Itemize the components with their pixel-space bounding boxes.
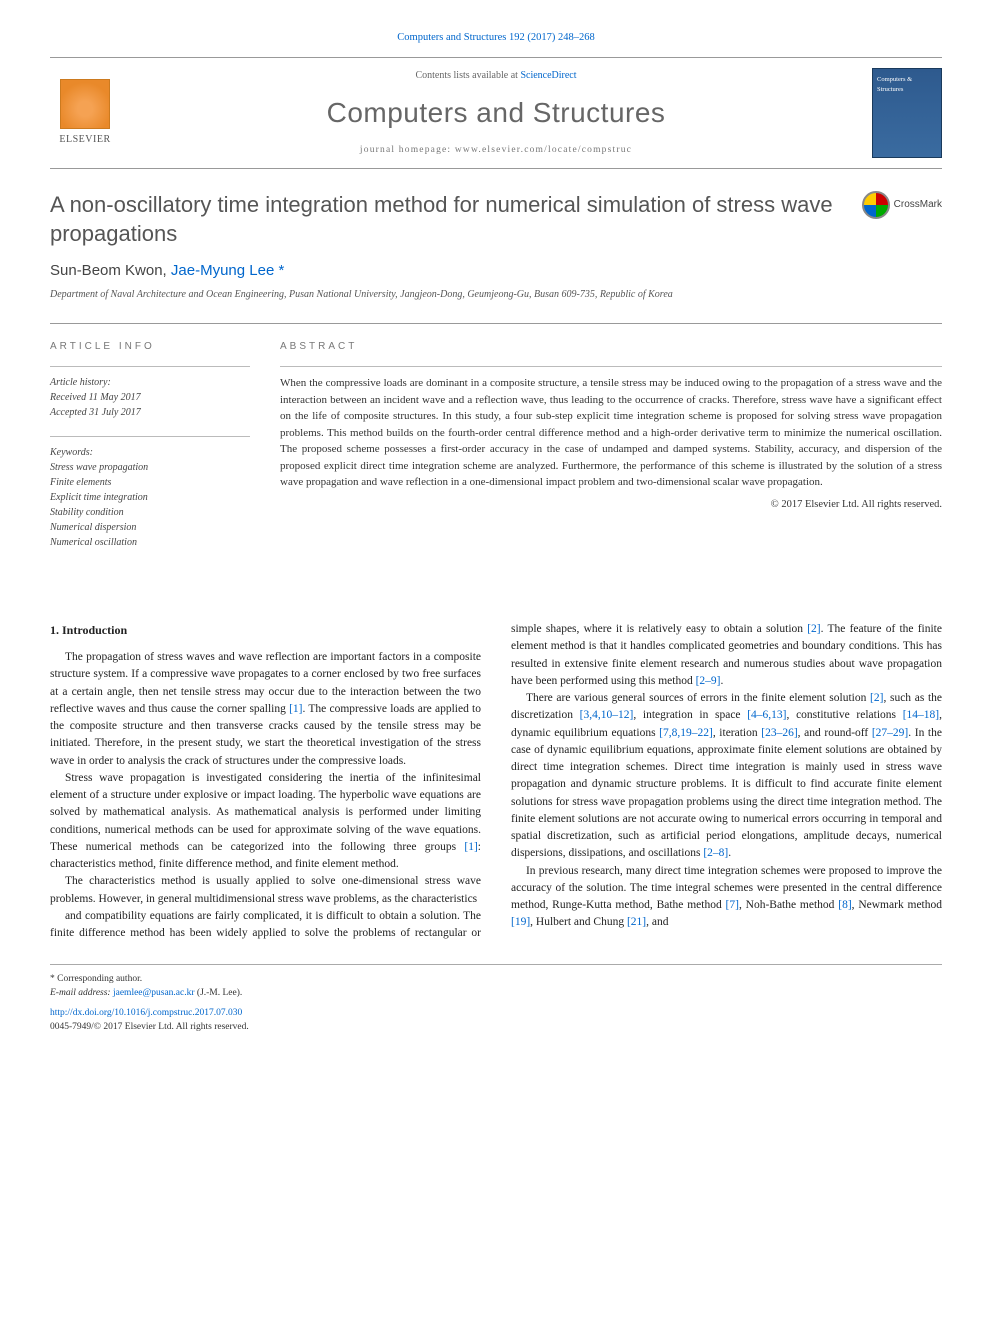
body-text: . (721, 675, 724, 687)
issn-copyright: 0045-7949/© 2017 Elsevier Ltd. All right… (50, 1021, 942, 1035)
email-line: E-mail address: jaemlee@pusan.ac.kr (J.-… (50, 987, 942, 1001)
journal-masthead: ELSEVIER Contents lists available at Sci… (50, 57, 942, 169)
body-text: , constitutive relations (787, 709, 903, 721)
body-paragraph: In previous research, many direct time i… (511, 863, 942, 932)
ref-link[interactable]: [1] (289, 703, 302, 715)
body-text: The characteristics method is usually ap… (50, 875, 481, 904)
ref-link[interactable]: [2–8] (703, 847, 728, 859)
ref-link[interactable]: [2–9] (696, 675, 721, 687)
body-paragraph: The propagation of stress waves and wave… (50, 649, 481, 770)
keyword-item: Stress wave propagation (50, 460, 250, 475)
ref-link[interactable]: [21] (627, 916, 646, 928)
corresponding-author-note: * Corresponding author. (50, 973, 942, 987)
received-date: Received 11 May 2017 (50, 390, 250, 405)
page-footer: * Corresponding author. E-mail address: … (50, 964, 942, 1034)
email-name: (J.-M. Lee). (197, 988, 242, 998)
article-title: A non-oscillatory time integration metho… (50, 191, 862, 248)
title-row: A non-oscillatory time integration metho… (50, 191, 942, 248)
keyword-item: Numerical oscillation (50, 535, 250, 550)
body-columns: 1. Introduction The propagation of stres… (50, 621, 942, 942)
journal-cover-thumb: Computers & Structures (872, 68, 942, 158)
doi-line: http://dx.doi.org/10.1016/j.compstruc.20… (50, 1007, 942, 1021)
body-text: . (728, 847, 731, 859)
history-label: Article history: (50, 375, 250, 390)
homepage-url: www.elsevier.com/locate/compstruc (455, 145, 632, 155)
ref-link[interactable]: [2] (807, 623, 820, 635)
article-history-block: Article history: Received 11 May 2017 Ac… (50, 366, 250, 420)
ref-link[interactable]: [7] (726, 899, 739, 911)
abstract-column: abstract When the compressive loads are … (280, 340, 942, 567)
ref-link[interactable]: [3,4,10–12] (580, 709, 634, 721)
cover-label: Computers & Structures (877, 76, 912, 92)
affiliation: Department of Naval Architecture and Oce… (50, 288, 942, 303)
journal-homepage-line: journal homepage: www.elsevier.com/locat… (120, 144, 872, 158)
contents-available-line: Contents lists available at ScienceDirec… (120, 69, 872, 84)
citation-line: Computers and Structures 192 (2017) 248–… (50, 30, 942, 45)
keyword-item: Explicit time integration (50, 490, 250, 505)
body-text: Stress wave propagation is investigated … (50, 772, 481, 853)
ref-link[interactable]: [19] (511, 916, 530, 928)
body-text: , and (646, 916, 668, 928)
sciencedirect-link[interactable]: ScienceDirect (520, 70, 576, 81)
article-info-heading: article info (50, 340, 250, 355)
body-paragraph: There are various general sources of err… (511, 690, 942, 863)
crossmark-label: CrossMark (894, 198, 942, 213)
keywords-label: Keywords: (50, 445, 250, 460)
contents-label: Contents lists available at (415, 70, 517, 81)
masthead-center: Contents lists available at ScienceDirec… (120, 69, 872, 158)
publisher-name: ELSEVIER (59, 133, 110, 148)
elsevier-tree-icon (60, 79, 110, 129)
author-1: Sun-Beom Kwon, (50, 262, 171, 279)
author-line: Sun-Beom Kwon, Jae-Myung Lee * (50, 260, 942, 282)
section-1-heading: 1. Introduction (50, 621, 481, 639)
keyword-item: Numerical dispersion (50, 520, 250, 535)
accepted-date: Accepted 31 July 2017 (50, 405, 250, 420)
homepage-label: journal homepage: (360, 145, 451, 155)
abstract-copyright: © 2017 Elsevier Ltd. All rights reserved… (280, 497, 942, 512)
crossmark-icon (862, 191, 890, 219)
body-text: , integration in space (633, 709, 747, 721)
body-text: , Newmark method (852, 899, 942, 911)
body-text: There are various general sources of err… (526, 692, 870, 704)
keyword-item: Finite elements (50, 475, 250, 490)
body-text: , and round-off (798, 727, 872, 739)
body-paragraph: The characteristics method is usually ap… (50, 873, 481, 908)
body-text: , Hulbert and Chung (530, 916, 627, 928)
ref-link[interactable]: [27–29] (872, 727, 908, 739)
ref-link[interactable]: [14–18] (903, 709, 939, 721)
article-info-column: article info Article history: Received 1… (50, 340, 250, 567)
abstract-text: When the compressive loads are dominant … (280, 366, 942, 491)
journal-name: Computers and Structures (120, 93, 872, 134)
ref-link[interactable]: [4–6,13] (747, 709, 786, 721)
email-link[interactable]: jaemlee@pusan.ac.kr (113, 988, 195, 998)
body-text: , Noh-Bathe method (739, 899, 838, 911)
ref-link[interactable]: [8] (838, 899, 851, 911)
publisher-logo-block: ELSEVIER (50, 79, 120, 148)
crossmark-badge[interactable]: CrossMark (862, 191, 942, 219)
keyword-item: Stability condition (50, 505, 250, 520)
keywords-block: Keywords: Stress wave propagation Finite… (50, 436, 250, 550)
ref-link[interactable]: [23–26] (761, 727, 797, 739)
info-abstract-row: article info Article history: Received 1… (50, 323, 942, 567)
body-paragraph: Stress wave propagation is investigated … (50, 770, 481, 874)
author-2: Jae-Myung Lee (171, 262, 274, 279)
body-text: , iteration (713, 727, 761, 739)
ref-link[interactable]: [7,8,19–22] (659, 727, 713, 739)
ref-link[interactable]: [2] (870, 692, 883, 704)
email-label: E-mail address: (50, 988, 111, 998)
doi-link[interactable]: http://dx.doi.org/10.1016/j.compstruc.20… (50, 1008, 242, 1018)
body-text: . In the case of dynamic equilibrium equ… (511, 727, 942, 860)
corresponding-mark: * (278, 262, 284, 279)
ref-link[interactable]: [1] (464, 841, 477, 853)
abstract-heading: abstract (280, 340, 942, 355)
